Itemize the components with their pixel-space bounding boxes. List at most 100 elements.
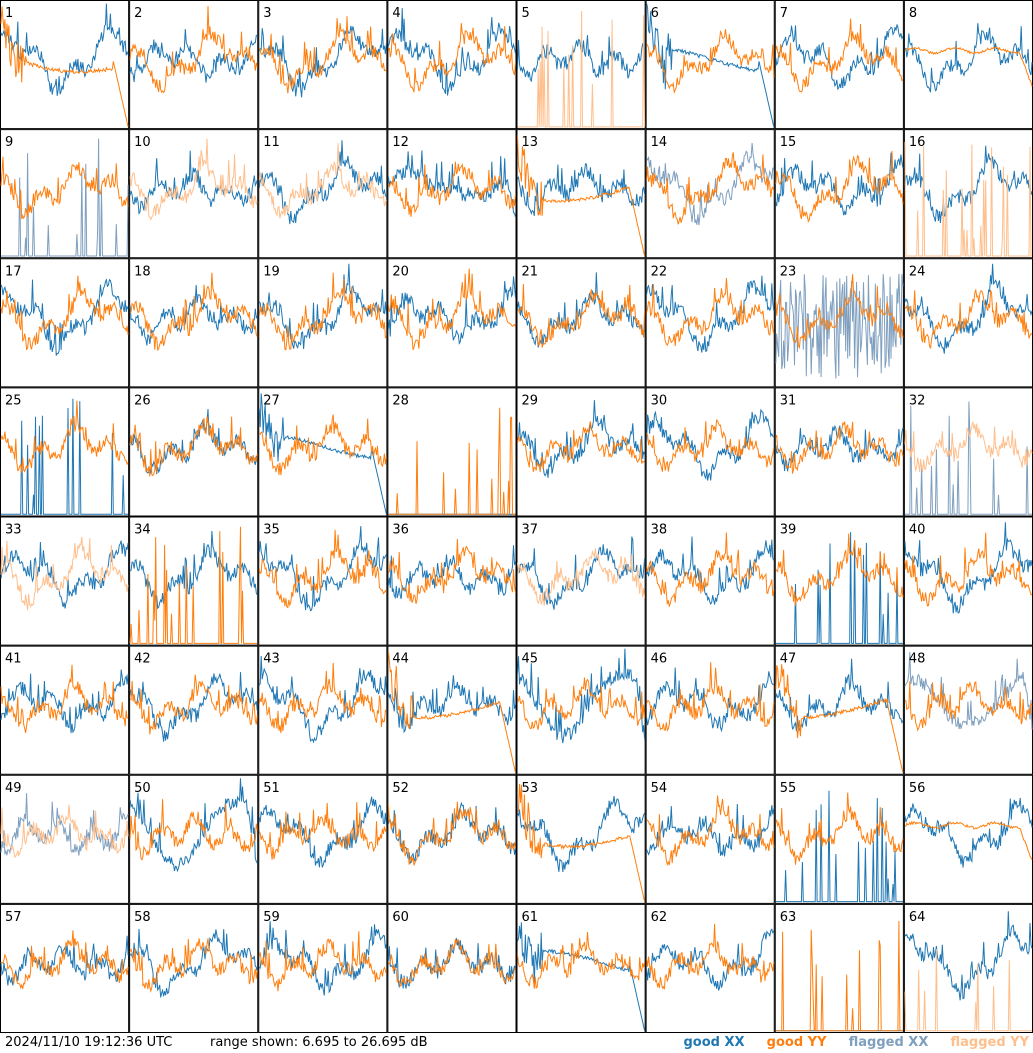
yy-series-line xyxy=(0,804,129,859)
yy-series-line xyxy=(129,938,258,993)
tile-number-label: 55 xyxy=(780,781,797,796)
yy-series-line xyxy=(904,820,1033,861)
tile-20: 20 xyxy=(387,258,517,388)
yy-series-line xyxy=(517,931,646,990)
tile-frame xyxy=(903,774,1033,904)
range-label: range shown: 6.695 to 26.695 dB xyxy=(210,1035,428,1050)
tile-6: 6 xyxy=(645,0,775,130)
yy-series-line xyxy=(904,142,1032,257)
yy-series-line xyxy=(775,920,903,1032)
tile-number-label: 42 xyxy=(134,652,151,667)
yy-series-line xyxy=(0,536,129,611)
yy-series-line xyxy=(904,46,1033,87)
xx-series-line xyxy=(904,911,1033,1001)
xx-series-line xyxy=(258,140,387,225)
tile-43: 43 xyxy=(258,645,388,775)
xx-series-line xyxy=(775,532,903,644)
xx-series-line xyxy=(129,530,258,610)
yy-series-line xyxy=(775,274,904,350)
xx-series-line xyxy=(775,24,904,91)
tile-40: 40 xyxy=(903,516,1033,646)
xx-series-line xyxy=(904,23,1033,93)
yy-series-line xyxy=(258,16,387,94)
tile-frame xyxy=(387,774,517,904)
yy-series-line xyxy=(646,795,775,867)
tile-number-label: 46 xyxy=(651,652,668,667)
yy-series-line xyxy=(775,533,904,606)
xx-series-line xyxy=(646,803,775,857)
xx-series-line xyxy=(129,28,258,83)
tile-55: 55 xyxy=(774,774,904,904)
xx-series-line xyxy=(517,796,646,873)
tile-number-label: 16 xyxy=(909,135,926,150)
tile-15: 15 xyxy=(774,129,904,259)
tile-5: 5 xyxy=(516,0,646,130)
legend-flagged-xx: flagged XX xyxy=(848,1035,929,1050)
tile-frame xyxy=(774,516,904,646)
xx-series-line xyxy=(258,655,387,744)
xx-series-line xyxy=(129,778,258,873)
tile-41: 41 xyxy=(0,645,130,775)
tile-frame xyxy=(258,387,388,517)
tile-frame xyxy=(903,903,1033,1033)
tile-53: 53 xyxy=(516,774,646,904)
yy-series-line xyxy=(775,664,904,773)
tile-number-label: 35 xyxy=(263,523,280,538)
tile-38: 38 xyxy=(645,516,775,646)
yy-series-line xyxy=(517,677,646,730)
tile-number-label: 10 xyxy=(134,135,151,150)
tile-31: 31 xyxy=(774,387,904,517)
yy-series-line xyxy=(646,419,775,472)
tile-24: 24 xyxy=(903,258,1033,388)
legend-good-xx: good XX xyxy=(683,1035,745,1050)
xx-series-line xyxy=(904,401,1032,515)
tile-number-label: 11 xyxy=(263,135,280,150)
tile-number-label: 58 xyxy=(134,910,151,925)
tile-7: 7 xyxy=(774,0,904,130)
tile-42: 42 xyxy=(129,645,259,775)
tile-number-label: 2 xyxy=(134,6,142,21)
yy-series-line xyxy=(904,288,1033,349)
tile-3: 3 xyxy=(258,0,388,130)
yy-series-line xyxy=(0,156,129,220)
tile-61: 61 xyxy=(516,903,646,1033)
yy-series-line xyxy=(258,143,387,219)
xx-series-line xyxy=(646,667,774,733)
tile-51: 51 xyxy=(258,774,388,904)
yy-series-line xyxy=(646,152,775,225)
legend-flagged-yy: flagged YY xyxy=(950,1035,1030,1050)
tile-number-label: 24 xyxy=(909,264,926,279)
tile-16: 16 xyxy=(903,129,1033,259)
tile-number-label: 13 xyxy=(522,135,539,150)
yy-series-line xyxy=(258,272,387,351)
tile-10: 10 xyxy=(129,129,259,259)
tile-number-label: 33 xyxy=(5,523,22,538)
tile-number-label: 23 xyxy=(780,264,797,279)
tile-frame xyxy=(645,516,775,646)
yy-series-line xyxy=(517,135,646,257)
tile-number-label: 54 xyxy=(651,781,668,796)
tile-number-label: 5 xyxy=(522,6,530,21)
xx-series-line xyxy=(646,536,775,606)
tile-number-label: 57 xyxy=(5,910,22,925)
tile-2: 2 xyxy=(129,0,259,130)
tile-number-label: 38 xyxy=(651,523,668,538)
xx-series-line xyxy=(258,526,387,612)
xx-series-line xyxy=(387,545,516,600)
tile-frame xyxy=(258,903,388,1033)
tile-28: 28 xyxy=(387,387,517,517)
tile-58: 58 xyxy=(129,903,259,1033)
yy-series-line xyxy=(0,664,129,733)
tile-number-label: 18 xyxy=(134,264,151,279)
tile-number-label: 51 xyxy=(263,781,280,796)
xx-series-line xyxy=(517,163,646,217)
tile-number-label: 31 xyxy=(780,393,797,408)
xx-series-line xyxy=(1,138,129,257)
tile-number-label: 14 xyxy=(651,135,668,150)
tile-59: 59 xyxy=(258,903,388,1033)
tile-number-label: 22 xyxy=(651,264,668,279)
yy-series-line xyxy=(646,923,775,990)
xx-series-line xyxy=(387,8,516,96)
tile-frame xyxy=(645,387,775,517)
